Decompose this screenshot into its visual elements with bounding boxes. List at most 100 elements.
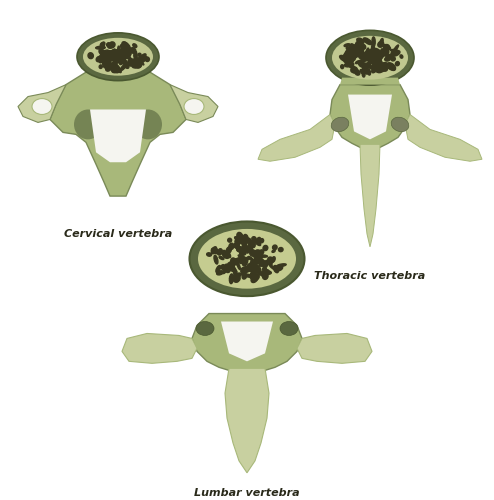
Ellipse shape — [263, 263, 267, 268]
Ellipse shape — [247, 262, 255, 269]
Ellipse shape — [226, 247, 231, 254]
Ellipse shape — [367, 69, 370, 75]
Ellipse shape — [206, 253, 211, 256]
Ellipse shape — [243, 258, 248, 266]
Ellipse shape — [106, 60, 109, 64]
Ellipse shape — [251, 274, 258, 282]
Ellipse shape — [377, 51, 381, 58]
Ellipse shape — [83, 38, 153, 76]
Ellipse shape — [138, 53, 141, 56]
Ellipse shape — [101, 42, 105, 47]
Ellipse shape — [113, 56, 117, 62]
Ellipse shape — [263, 246, 268, 250]
Ellipse shape — [241, 250, 246, 255]
Ellipse shape — [257, 252, 261, 256]
Ellipse shape — [381, 49, 386, 55]
Ellipse shape — [251, 266, 255, 270]
Ellipse shape — [111, 62, 117, 70]
Ellipse shape — [118, 53, 123, 56]
Ellipse shape — [240, 254, 243, 256]
Ellipse shape — [379, 50, 385, 57]
Ellipse shape — [362, 72, 365, 77]
Polygon shape — [225, 368, 269, 473]
Ellipse shape — [390, 66, 395, 70]
Ellipse shape — [211, 246, 217, 254]
Ellipse shape — [116, 49, 124, 53]
Ellipse shape — [359, 62, 366, 68]
Ellipse shape — [134, 62, 138, 66]
Ellipse shape — [88, 53, 93, 59]
Ellipse shape — [352, 52, 359, 58]
Ellipse shape — [222, 250, 226, 255]
Ellipse shape — [348, 62, 353, 68]
Ellipse shape — [237, 262, 241, 270]
Ellipse shape — [393, 49, 398, 54]
Ellipse shape — [247, 246, 253, 253]
Ellipse shape — [110, 50, 117, 56]
Ellipse shape — [119, 56, 122, 58]
Ellipse shape — [230, 264, 234, 268]
Ellipse shape — [248, 256, 253, 260]
Ellipse shape — [250, 260, 254, 264]
Ellipse shape — [259, 259, 264, 266]
Ellipse shape — [388, 64, 393, 68]
Ellipse shape — [107, 61, 112, 70]
Ellipse shape — [116, 52, 122, 58]
Ellipse shape — [103, 58, 106, 61]
Ellipse shape — [235, 236, 241, 242]
Ellipse shape — [103, 59, 108, 68]
Ellipse shape — [108, 51, 115, 58]
Ellipse shape — [100, 43, 104, 49]
Polygon shape — [18, 84, 66, 122]
Ellipse shape — [372, 37, 375, 46]
Ellipse shape — [364, 38, 372, 44]
Ellipse shape — [123, 42, 130, 50]
Ellipse shape — [232, 275, 237, 280]
Ellipse shape — [252, 276, 257, 280]
Ellipse shape — [254, 239, 261, 246]
Ellipse shape — [107, 50, 113, 54]
Ellipse shape — [260, 250, 264, 254]
Ellipse shape — [108, 44, 114, 48]
Polygon shape — [221, 322, 273, 362]
Ellipse shape — [368, 51, 374, 60]
Ellipse shape — [384, 50, 389, 54]
Ellipse shape — [127, 62, 132, 66]
Ellipse shape — [97, 58, 101, 60]
Ellipse shape — [213, 248, 219, 254]
Ellipse shape — [190, 222, 304, 296]
Ellipse shape — [391, 50, 400, 56]
Ellipse shape — [184, 98, 204, 114]
Ellipse shape — [262, 273, 268, 280]
Ellipse shape — [242, 248, 245, 252]
Ellipse shape — [124, 52, 128, 58]
Ellipse shape — [393, 45, 399, 52]
Ellipse shape — [365, 64, 369, 70]
Ellipse shape — [354, 52, 358, 57]
Ellipse shape — [251, 250, 256, 253]
Ellipse shape — [113, 54, 117, 63]
Ellipse shape — [373, 62, 378, 68]
Ellipse shape — [99, 50, 107, 56]
Ellipse shape — [113, 56, 117, 61]
Ellipse shape — [113, 57, 116, 60]
Ellipse shape — [246, 268, 250, 272]
Ellipse shape — [241, 268, 245, 272]
Ellipse shape — [378, 54, 382, 59]
Ellipse shape — [77, 33, 159, 80]
Ellipse shape — [121, 44, 129, 50]
Ellipse shape — [249, 267, 256, 274]
Ellipse shape — [244, 274, 251, 277]
Polygon shape — [122, 334, 197, 364]
Ellipse shape — [372, 64, 377, 68]
Ellipse shape — [242, 242, 247, 250]
Ellipse shape — [222, 252, 229, 258]
Ellipse shape — [368, 52, 371, 58]
Ellipse shape — [382, 67, 387, 71]
Ellipse shape — [276, 266, 283, 271]
Ellipse shape — [136, 58, 140, 65]
Ellipse shape — [269, 264, 276, 270]
Ellipse shape — [369, 54, 375, 60]
Ellipse shape — [250, 267, 257, 272]
Ellipse shape — [370, 49, 373, 54]
